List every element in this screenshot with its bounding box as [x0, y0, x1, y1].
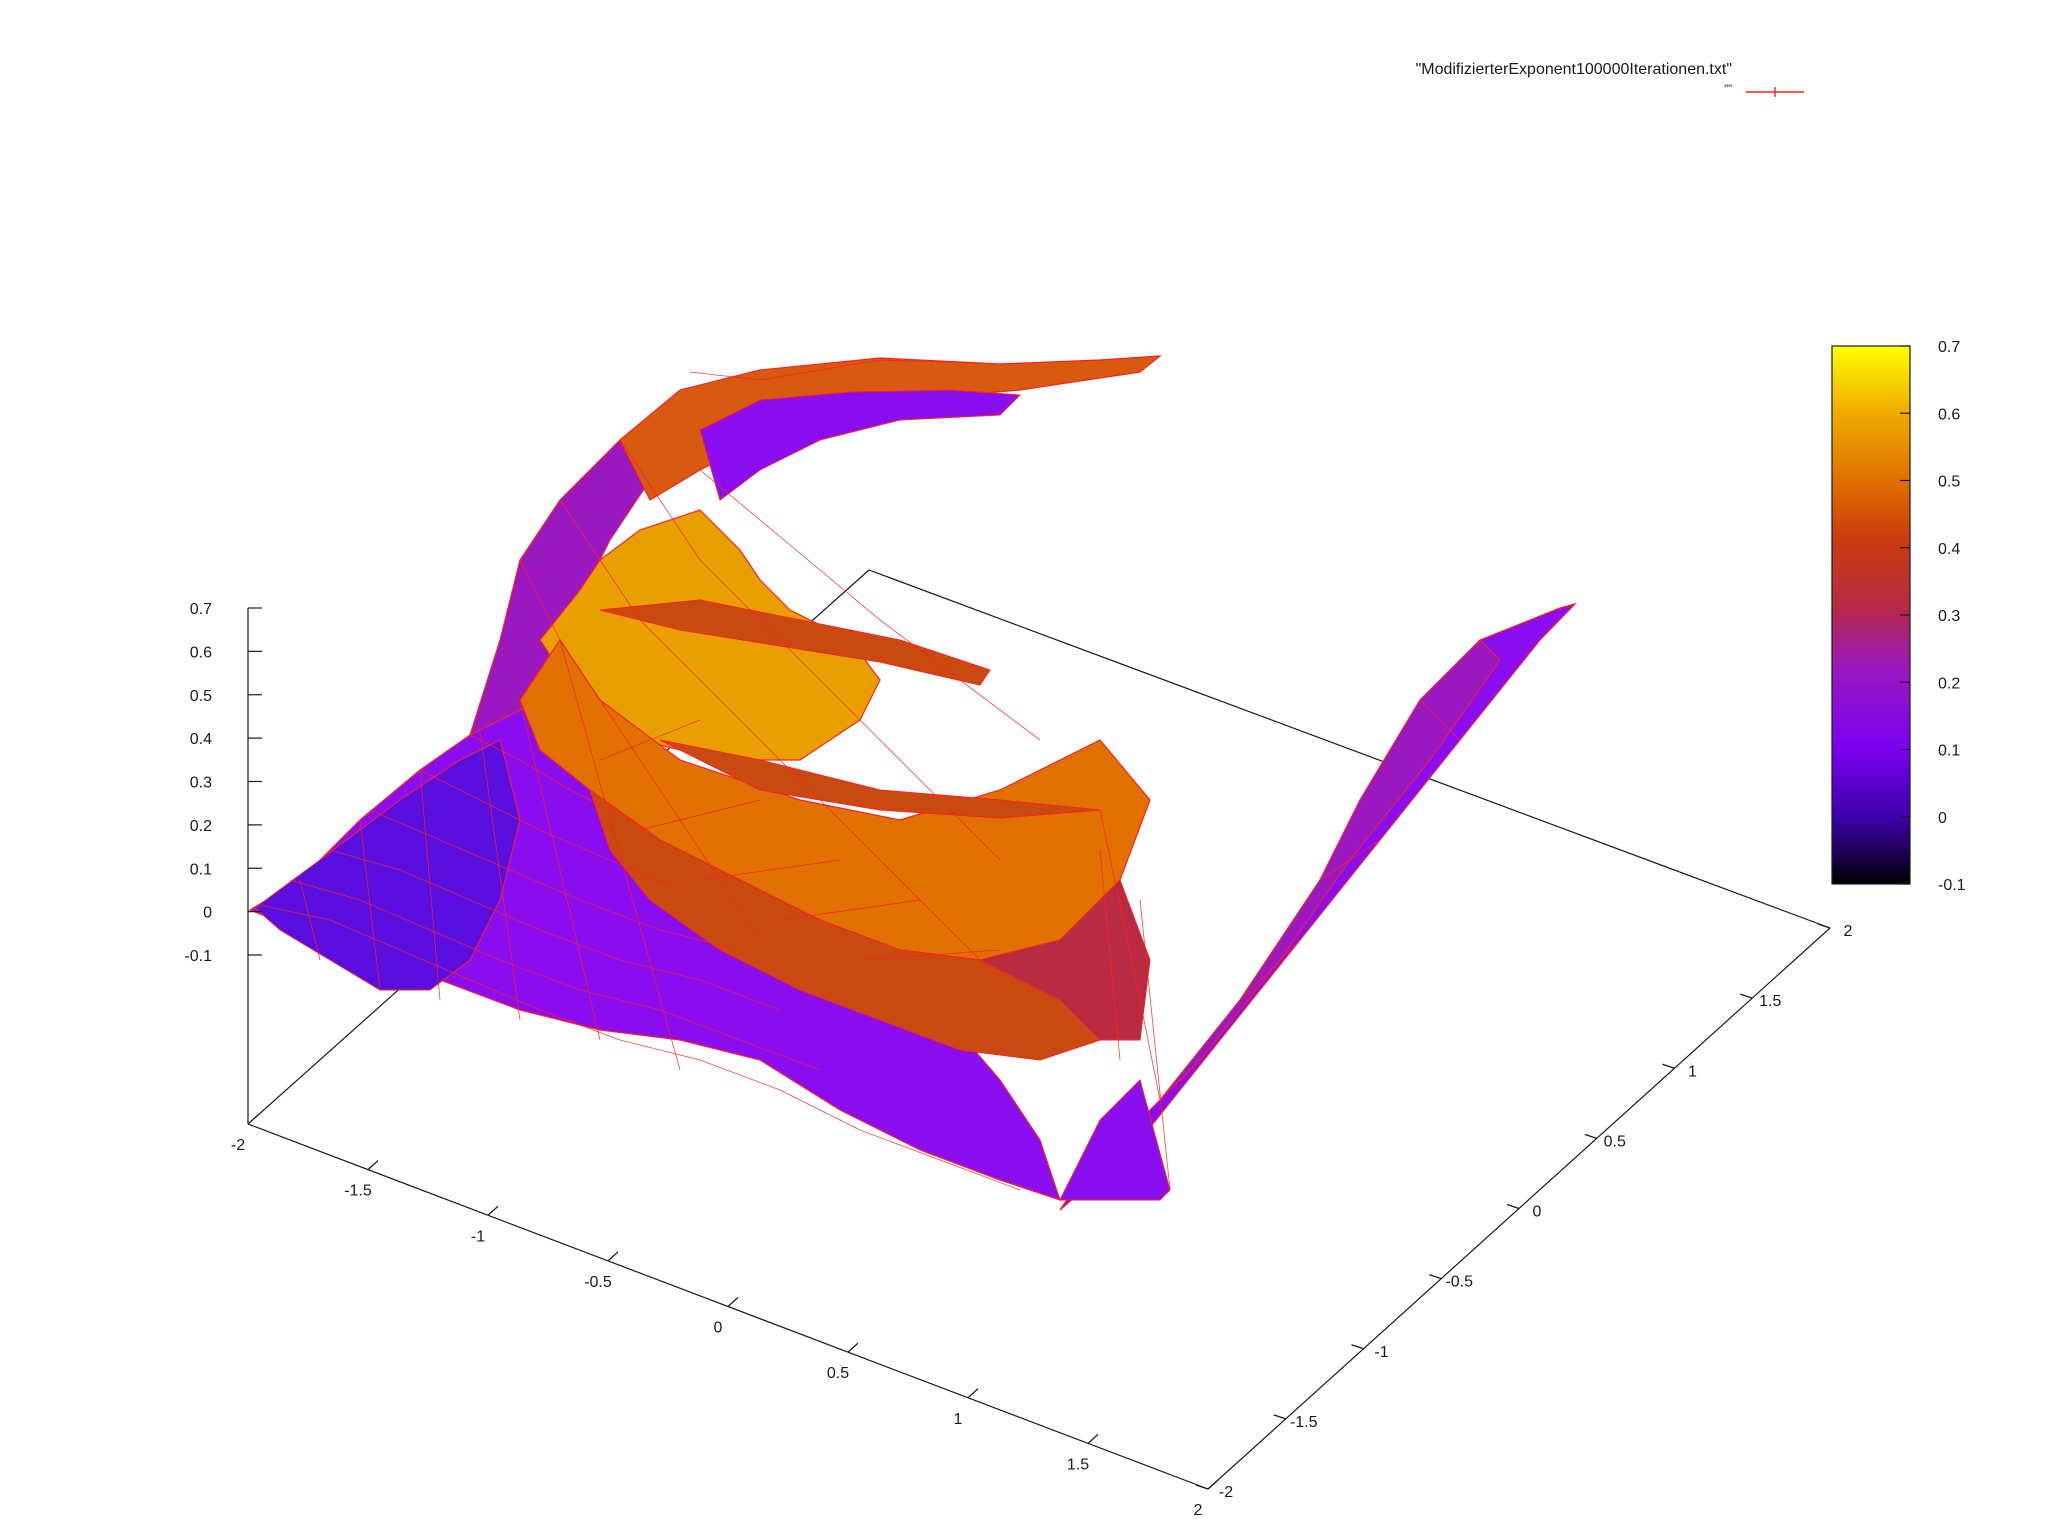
y-tick [1584, 1133, 1597, 1139]
y-axis-ticks: -2 -1.5 -1 -0.5 0 0.5 1 1.5 2 [1195, 923, 1853, 1501]
x-tick-label: 0.5 [827, 1365, 849, 1382]
x-tick [727, 1297, 739, 1307]
y-tick [1662, 1063, 1675, 1069]
y-tick [1429, 1274, 1442, 1280]
colorbar-tick-label: 0.5 [1938, 474, 1960, 491]
colorbar-tick-label: 0.7 [1938, 339, 1960, 356]
surface-lower-spike [1059, 1079, 1171, 1201]
y-tick-label: -2 [1219, 1484, 1233, 1501]
surface-right-ramp-shade [1159, 639, 1501, 1101]
colorbar-gradient [1831, 345, 1911, 885]
x-tick [247, 1114, 259, 1125]
colorbar-ticks: 0.7 0.6 0.5 0.4 0.3 0.2 0.1 0 -0.1 [1900, 339, 1966, 894]
z-tick-label: 0.5 [190, 688, 212, 705]
colorbar-tick-label: 0.3 [1938, 608, 1960, 625]
z-axis-ticks: 0.7 0.6 0.5 0.4 0.3 0.2 0.1 0 -0.1 [184, 601, 262, 965]
colorbar-tick-label: 0.6 [1938, 406, 1960, 423]
surface-dense-patch [254, 739, 521, 991]
x-tick [607, 1251, 619, 1262]
y-tick-label: -0.5 [1445, 1274, 1473, 1291]
y-tick [1740, 993, 1753, 999]
x-tick-label: 1.5 [1067, 1456, 1089, 1473]
z-tick-label: 0.3 [190, 775, 212, 792]
legend-sublabel: "" [1724, 83, 1732, 95]
colorbar: 0.7 0.6 0.5 0.4 0.3 0.2 0.1 0 -0.1 [1831, 339, 1966, 894]
x-tick-label: -0.5 [584, 1274, 612, 1291]
x-tick [367, 1160, 379, 1171]
y-tick-label: -1.5 [1290, 1414, 1318, 1431]
z-tick-label: 0.6 [190, 644, 212, 661]
x-axis-ticks: -2 -1.5 -1 -0.5 0 0.5 1 1.5 2 [231, 1114, 1219, 1519]
surface-top-ridge [619, 355, 1162, 501]
y-tick-label: 1 [1688, 1063, 1697, 1080]
y-tick-label: 2 [1844, 923, 1853, 940]
legend: "ModifizierterExponent100000Iterationen.… [1416, 61, 1804, 97]
surface-dark-orange [589, 788, 1101, 1061]
z-tick-label: 0 [203, 905, 212, 922]
y-tick [1195, 1484, 1209, 1490]
y-tick-label: 0.5 [1604, 1133, 1626, 1150]
z-tick-label: 0.1 [190, 861, 212, 878]
y-tick [1273, 1414, 1286, 1420]
x-tick [487, 1205, 499, 1216]
z-tick-label: 0.2 [190, 818, 212, 835]
z-tick-label: 0.7 [190, 601, 212, 618]
colorbar-tick-label: 0.4 [1938, 541, 1960, 558]
y-tick-label: -1 [1374, 1344, 1388, 1361]
x-tick [847, 1342, 859, 1353]
surface-mesh [248, 355, 1577, 1211]
z-tick-label: 0.4 [190, 731, 212, 748]
x-tick [1207, 1479, 1219, 1490]
legend-label: "ModifizierterExponent100000Iterationen.… [1416, 61, 1732, 78]
surface-top-purple [699, 389, 1022, 501]
x-tick-label: -1 [471, 1228, 485, 1245]
colorbar-tick-label: 0 [1938, 810, 1947, 827]
back-right-edge [868, 569, 1831, 929]
x-tick [967, 1388, 979, 1399]
y-tick [1817, 923, 1831, 929]
y-tick [1506, 1203, 1520, 1210]
x-tick-label: 0 [714, 1320, 723, 1337]
y-tick-label: 1.5 [1759, 993, 1781, 1010]
x-tick-label: -2 [231, 1137, 245, 1154]
x-tick [1087, 1433, 1099, 1444]
surface-red-band [978, 879, 1151, 1041]
z-tick-label: -0.1 [184, 948, 212, 965]
x-tick-label: -1.5 [344, 1183, 372, 1200]
mesh-lines [259, 355, 1461, 1191]
colorbar-tick-label: 0.2 [1938, 675, 1960, 692]
colorbar-tick-label: -0.1 [1938, 877, 1966, 894]
y-tick-label: 0 [1533, 1204, 1542, 1221]
x-tick-label: 2 [1194, 1502, 1203, 1519]
x-tick-label: 1 [954, 1411, 963, 1428]
colorbar-tick-label: 0.1 [1938, 743, 1960, 760]
y-tick [1351, 1344, 1364, 1350]
